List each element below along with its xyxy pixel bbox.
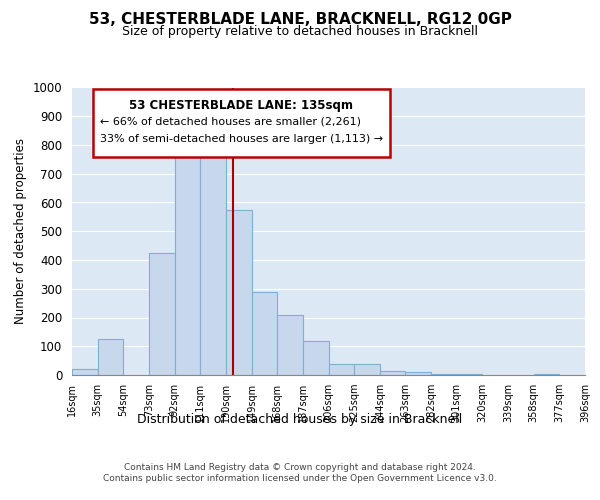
Bar <box>457 374 482 375</box>
Bar <box>200 145 226 375</box>
Bar <box>226 210 251 375</box>
Text: Contains public sector information licensed under the Open Government Licence v3: Contains public sector information licen… <box>103 474 497 483</box>
Bar <box>277 314 303 375</box>
Bar <box>431 374 457 375</box>
Bar <box>329 364 354 375</box>
Text: 53, CHESTERBLADE LANE, BRACKNELL, RG12 0GP: 53, CHESTERBLADE LANE, BRACKNELL, RG12 0… <box>89 12 511 28</box>
Bar <box>303 340 329 375</box>
Y-axis label: Number of detached properties: Number of detached properties <box>14 138 27 324</box>
Bar <box>534 374 559 375</box>
Bar <box>175 152 200 375</box>
Bar <box>406 372 431 375</box>
Text: Size of property relative to detached houses in Bracknell: Size of property relative to detached ho… <box>122 25 478 38</box>
Bar <box>251 292 277 375</box>
Bar <box>149 253 175 375</box>
Bar <box>354 364 380 375</box>
FancyBboxPatch shape <box>92 89 390 156</box>
Text: 53 CHESTERBLADE LANE: 135sqm: 53 CHESTERBLADE LANE: 135sqm <box>129 99 353 112</box>
Bar <box>380 370 406 375</box>
Text: Contains HM Land Registry data © Crown copyright and database right 2024.: Contains HM Land Registry data © Crown c… <box>124 462 476 471</box>
Text: 33% of semi-detached houses are larger (1,113) →: 33% of semi-detached houses are larger (… <box>100 134 383 143</box>
Text: Distribution of detached houses by size in Bracknell: Distribution of detached houses by size … <box>137 412 463 426</box>
Bar <box>98 339 124 375</box>
Text: ← 66% of detached houses are smaller (2,261): ← 66% of detached houses are smaller (2,… <box>100 116 361 126</box>
Bar <box>72 369 98 375</box>
